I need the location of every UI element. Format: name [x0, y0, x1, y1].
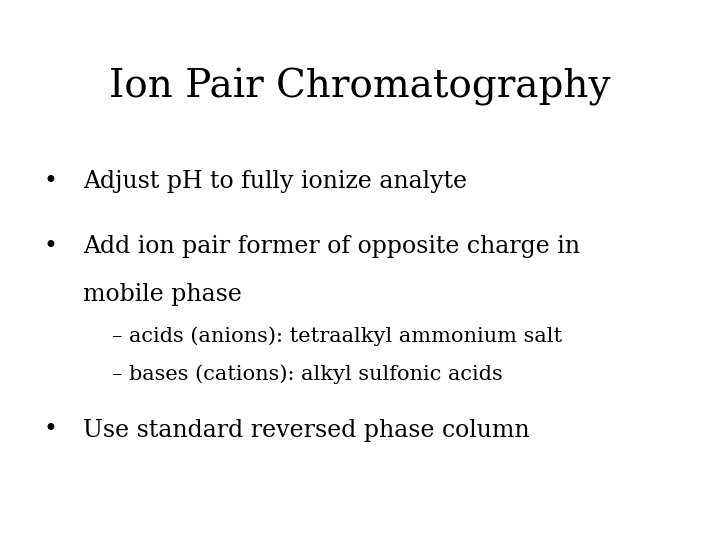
- Text: Ion Pair Chromatography: Ion Pair Chromatography: [109, 68, 611, 105]
- Text: Add ion pair former of opposite charge in: Add ion pair former of opposite charge i…: [83, 235, 580, 258]
- Text: – acids (anions): tetraalkyl ammonium salt: – acids (anions): tetraalkyl ammonium sa…: [112, 327, 562, 346]
- Text: mobile phase: mobile phase: [83, 284, 242, 307]
- Text: •: •: [43, 170, 58, 193]
- Text: – bases (cations): alkyl sulfonic acids: – bases (cations): alkyl sulfonic acids: [112, 364, 503, 384]
- Text: Adjust pH to fully ionize analyte: Adjust pH to fully ionize analyte: [83, 170, 467, 193]
- Text: Use standard reversed phase column: Use standard reversed phase column: [83, 418, 529, 442]
- Text: •: •: [43, 418, 58, 442]
- Text: •: •: [43, 235, 58, 258]
